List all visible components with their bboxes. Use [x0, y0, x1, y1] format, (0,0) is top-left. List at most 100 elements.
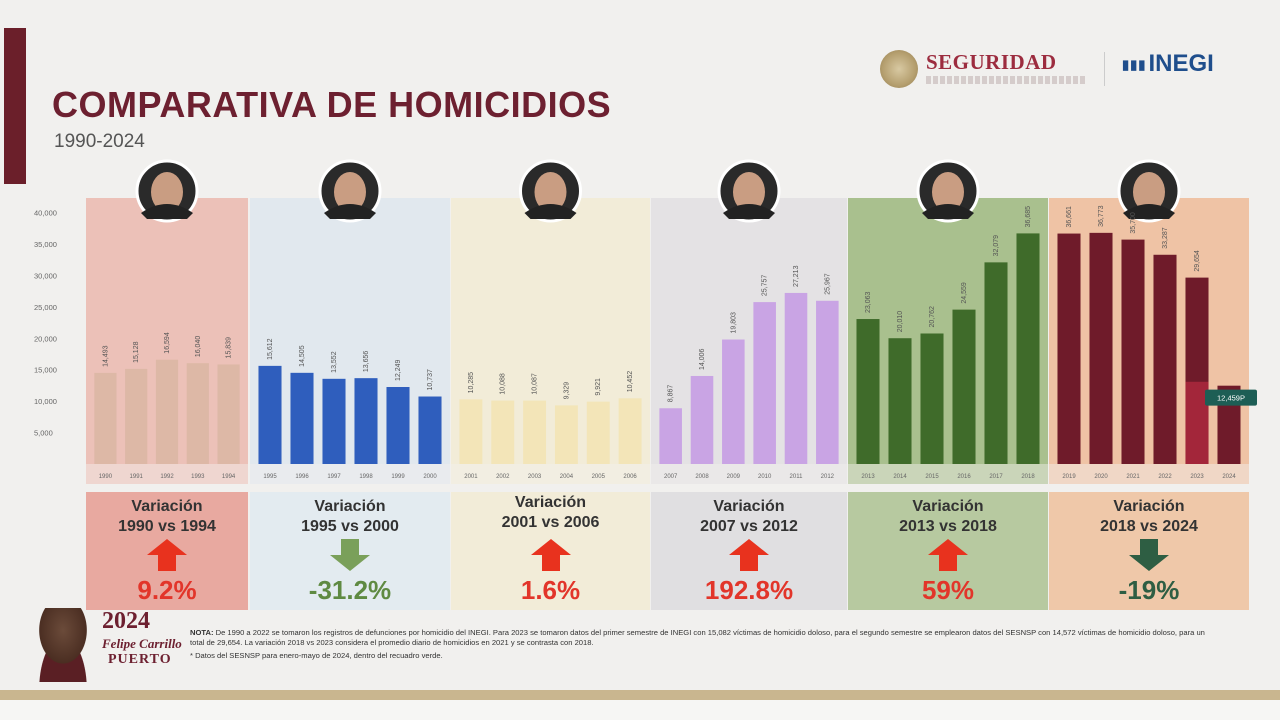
bar-1996 — [290, 372, 314, 464]
x-tick-label: 1994 — [222, 474, 236, 480]
bar-value-label: 27,213 — [793, 265, 800, 287]
bar-2017 — [984, 262, 1008, 464]
arrow-down-icon — [330, 539, 370, 576]
x-tick-label: 1991 — [130, 474, 144, 480]
bar-1997 — [322, 378, 346, 464]
x-tick-label: 2015 — [925, 474, 939, 480]
bar-2018 — [1016, 233, 1040, 464]
bar-2019 — [1057, 233, 1081, 464]
bar-1993 — [186, 363, 209, 464]
x-tick-label: 2016 — [957, 474, 971, 480]
group-panel-1 — [250, 198, 450, 464]
bar-2006 — [618, 398, 642, 464]
variation-title: Variación 2013 vs 2018 — [848, 497, 1048, 537]
bar-1994 — [217, 364, 240, 464]
year-strip-5 — [1049, 464, 1249, 484]
bar-value-label: 14,493 — [102, 345, 109, 367]
bar-2020 — [1089, 232, 1113, 464]
bar-value-label: 36,773 — [1098, 205, 1105, 227]
x-tick-label: 2024 — [1222, 474, 1236, 480]
seguridad-logo-subtext — [926, 76, 1086, 84]
x-tick-label: 2010 — [758, 474, 772, 480]
group-panel-5 — [1049, 198, 1249, 464]
group-panel-3 — [651, 198, 847, 464]
group-panel-4 — [848, 198, 1048, 464]
variation-title-line1: Variación — [131, 498, 203, 515]
bar-value-label: 24,559 — [961, 282, 968, 304]
bar-2014 — [888, 338, 912, 464]
variation-title: Variación 1990 vs 1994 — [86, 497, 248, 537]
nota-label: NOTA: — [190, 628, 214, 637]
y-tick-label: 15,000 — [34, 366, 57, 375]
x-tick-label: 2009 — [727, 474, 741, 480]
variation-value: 59% — [921, 575, 975, 605]
variation-title: Variación 1995 vs 2000 — [250, 497, 450, 537]
portrait-suit-2 — [524, 204, 577, 219]
y-tick-label: 40,000 — [34, 209, 57, 218]
y-tick-label: 10,000 — [34, 397, 57, 406]
variation-title-line2: 2007 vs 2012 — [700, 518, 798, 535]
bar-2013 — [856, 319, 880, 464]
x-tick-label: 2008 — [695, 474, 709, 480]
portrait-face-2 — [534, 172, 567, 212]
x-tick-label: 2000 — [423, 474, 437, 480]
variation-title-line1: Variación — [912, 498, 984, 515]
variation-value: 9.2% — [137, 575, 197, 605]
bar-value-label: 13,656 — [363, 351, 370, 373]
bar-value-label: 23,063 — [865, 292, 872, 314]
bar-1998 — [354, 378, 378, 464]
bar-value-label: 10,087 — [532, 373, 539, 395]
bar-value-label: 29,654 — [1194, 250, 1201, 272]
page-title: COMPARATIVA DE HOMICIDIOS — [52, 84, 612, 125]
arrow-up-icon — [729, 539, 769, 576]
signature-name: Felipe Carrillo — [102, 636, 182, 651]
variation-value: -19% — [1118, 575, 1180, 605]
variation-title-line1: Variación — [1113, 498, 1185, 515]
bar-value-label: 36,661 — [1066, 206, 1073, 228]
year-strip-0 — [86, 464, 248, 484]
bar-2001 — [459, 399, 483, 464]
variation-value: 192.8% — [704, 575, 794, 605]
variation-title-line2: 1990 vs 1994 — [118, 518, 216, 535]
x-tick-label: 1998 — [359, 474, 373, 480]
x-tick-label: 1993 — [191, 474, 205, 480]
portrait-face-0 — [151, 172, 183, 212]
bar-1991 — [125, 368, 148, 464]
bar-value-label: 25,757 — [762, 275, 769, 297]
logo-divider — [1104, 52, 1105, 86]
x-tick-label: 2002 — [496, 474, 510, 480]
bar-2010 — [753, 302, 776, 464]
nota-text: De 1990 a 2022 se tomaron los registros … — [190, 628, 1205, 648]
variation-title-line2: 2013 vs 2018 — [899, 518, 997, 535]
bar-value-label: 9,329 — [563, 382, 570, 400]
x-tick-label: 2012 — [821, 474, 835, 480]
inegi-logo-icon: ▮▮▮ — [1122, 56, 1147, 72]
portrait-bust-icon — [26, 608, 100, 682]
bar-value-label: 9,921 — [595, 378, 602, 396]
x-tick-label: 2018 — [1021, 474, 1035, 480]
variation-title: Variación 2018 vs 2024 — [1049, 497, 1249, 537]
x-tick-label: 1996 — [295, 474, 309, 480]
bar-2004 — [554, 405, 578, 464]
bar-value-label: 15,612 — [267, 338, 274, 360]
variation-title: Variación 2001 vs 2006 — [451, 493, 650, 533]
x-tick-label: 2007 — [664, 474, 678, 480]
x-tick-label: 2013 — [861, 474, 875, 480]
x-tick-label: 2001 — [464, 474, 478, 480]
bar-1995 — [258, 365, 282, 464]
variation-title-line1: Variación — [514, 494, 587, 511]
bar-1990 — [94, 372, 117, 464]
bar-value-label: 16,594 — [164, 332, 171, 354]
bar-2022 — [1153, 254, 1177, 464]
bottom-strip — [0, 700, 1280, 720]
x-tick-label: 1999 — [391, 474, 405, 480]
y-tick-label: 25,000 — [34, 303, 57, 312]
x-tick-label: 2019 — [1062, 474, 1076, 480]
bar-value-label: 19,803 — [730, 312, 737, 334]
variation-value: -31.2% — [308, 575, 392, 605]
variation-title-line2: 2018 vs 2024 — [1100, 518, 1198, 535]
bar-value-label: 14,006 — [699, 348, 706, 370]
year-strip-4 — [848, 464, 1048, 484]
national-seal-icon — [880, 50, 918, 88]
x-tick-label: 2011 — [790, 474, 804, 480]
